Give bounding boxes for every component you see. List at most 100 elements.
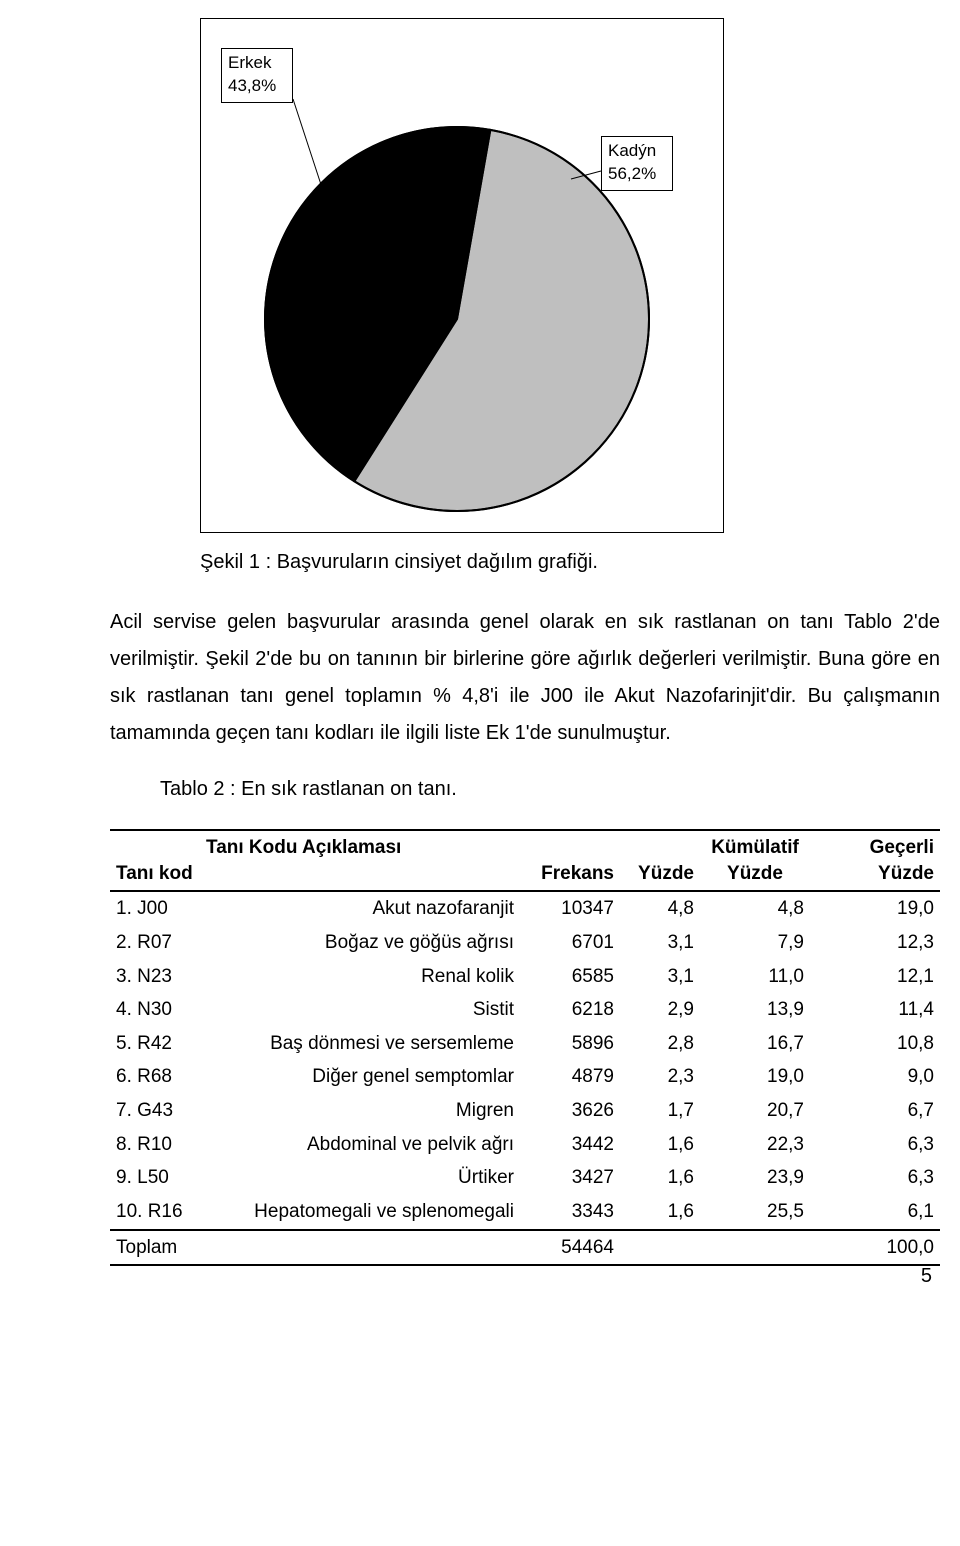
- cell-yuzde: 4,8: [620, 891, 700, 926]
- cell-frekans: 5896: [530, 1027, 620, 1061]
- th-kum-bottom: Yüzde: [706, 861, 804, 887]
- table-row: 5. R42Baş dönmesi ve sersemleme58962,816…: [110, 1027, 940, 1061]
- total-cell-desc: [200, 1230, 530, 1266]
- callout-kadyn-percent: 56,2%: [608, 164, 656, 183]
- cell-frekans: 4879: [530, 1060, 620, 1094]
- callout-erkek-label: Erkek: [228, 53, 271, 72]
- cell-kum: 11,0: [700, 960, 810, 994]
- cell-frekans: 3343: [530, 1195, 620, 1230]
- cell-desc: Akut nazofaranjit: [200, 891, 530, 926]
- cell-yuzde: 2,3: [620, 1060, 700, 1094]
- cell-gecerli: 6,7: [810, 1094, 940, 1128]
- table-row: 9. L50Ürtiker34271,623,96,3: [110, 1161, 940, 1195]
- total-cell-kum: [700, 1230, 810, 1266]
- th-yuzde-bottom: Yüzde: [638, 863, 694, 884]
- cell-code: 7. G43: [110, 1094, 200, 1128]
- leader-line-0: [293, 99, 328, 206]
- th-code: Tanı kod: [110, 830, 200, 891]
- cell-frekans: 6701: [530, 926, 620, 960]
- table-row: 4. N30Sistit62182,913,911,4: [110, 993, 940, 1027]
- cell-kum: 20,7: [700, 1094, 810, 1128]
- table-row: 6. R68Diğer genel semptomlar48792,319,09…: [110, 1060, 940, 1094]
- th-desc-top: Tanı Kodu Açıklaması: [206, 837, 401, 858]
- cell-yuzde: 2,8: [620, 1027, 700, 1061]
- cell-yuzde: 1,6: [620, 1161, 700, 1195]
- cell-gecerli: 9,0: [810, 1060, 940, 1094]
- th-desc: Tanı Kodu Açıklaması: [200, 830, 530, 891]
- cell-gecerli: 6,1: [810, 1195, 940, 1230]
- cell-desc: Ürtiker: [200, 1161, 530, 1195]
- cell-frekans: 3427: [530, 1161, 620, 1195]
- cell-yuzde: 2,9: [620, 993, 700, 1027]
- cell-kum: 23,9: [700, 1161, 810, 1195]
- cell-gecerli: 12,3: [810, 926, 940, 960]
- body-paragraph: Acil servise gelen başvurular arasında g…: [110, 604, 940, 752]
- cell-gecerli: 10,8: [810, 1027, 940, 1061]
- cell-kum: 25,5: [700, 1195, 810, 1230]
- total-cell-frekans: 54464: [530, 1230, 620, 1266]
- page-number: 5: [921, 1265, 932, 1288]
- th-yuzde: Yüzde: [620, 830, 700, 891]
- th-frekans: Frekans: [530, 830, 620, 891]
- page-root: Erkek 43,8% Kadýn 56,2% Şekil 1 : Başvur…: [0, 0, 960, 1296]
- cell-frekans: 10347: [530, 891, 620, 926]
- cell-desc: Boğaz ve göğüs ağrısı: [200, 926, 530, 960]
- cell-desc: Baş dönmesi ve sersemleme: [200, 1027, 530, 1061]
- cell-kum: 7,9: [700, 926, 810, 960]
- cell-gecerli: 11,4: [810, 993, 940, 1027]
- callout-kadyn: Kadýn 56,2%: [601, 136, 673, 191]
- cell-desc: Hepatomegali ve splenomegali: [200, 1195, 530, 1230]
- cell-desc: Sistit: [200, 993, 530, 1027]
- th-frekans-bottom: Frekans: [541, 863, 614, 884]
- table-title: Tablo 2 : En sık rastlanan on tanı.: [160, 778, 940, 801]
- cell-frekans: 3442: [530, 1128, 620, 1162]
- th-kum: Kümülatif Yüzde: [700, 830, 810, 891]
- table-header-row: Tanı kod Tanı Kodu Açıklaması Frekans Yü…: [110, 830, 940, 891]
- table-row: 1. J00Akut nazofaranjit103474,84,819,0: [110, 891, 940, 926]
- cell-code: 4. N30: [110, 993, 200, 1027]
- cell-kum: 16,7: [700, 1027, 810, 1061]
- cell-code: 9. L50: [110, 1161, 200, 1195]
- cell-yuzde: 1,7: [620, 1094, 700, 1128]
- cell-code: 8. R10: [110, 1128, 200, 1162]
- th-kum-top: Kümülatif: [706, 835, 804, 861]
- figure-caption: Şekil 1 : Başvuruların cinsiyet dağılım …: [200, 551, 940, 574]
- callout-erkek: Erkek 43,8%: [221, 48, 293, 103]
- pie-chart-frame: Erkek 43,8% Kadýn 56,2%: [200, 18, 724, 533]
- callout-kadyn-label: Kadýn: [608, 141, 656, 160]
- th-gecerli: Geçerli Yüzde: [810, 830, 940, 891]
- cell-kum: 19,0: [700, 1060, 810, 1094]
- cell-code: 3. N23: [110, 960, 200, 994]
- total-cell-code: Toplam: [110, 1230, 200, 1266]
- total-cell-gecerli: 100,0: [810, 1230, 940, 1266]
- total-cell-yuzde: [620, 1230, 700, 1266]
- cell-gecerli: 6,3: [810, 1128, 940, 1162]
- cell-frekans: 6218: [530, 993, 620, 1027]
- cell-code: 2. R07: [110, 926, 200, 960]
- cell-desc: Diğer genel semptomlar: [200, 1060, 530, 1094]
- table-row: 8. R10Abdominal ve pelvik ağrı34421,622,…: [110, 1128, 940, 1162]
- cell-yuzde: 1,6: [620, 1195, 700, 1230]
- cell-code: 6. R68: [110, 1060, 200, 1094]
- cell-kum: 22,3: [700, 1128, 810, 1162]
- callout-erkek-percent: 43,8%: [228, 76, 276, 95]
- table-row: 7. G43Migren36261,720,76,7: [110, 1094, 940, 1128]
- cell-gecerli: 6,3: [810, 1161, 940, 1195]
- cell-code: 5. R42: [110, 1027, 200, 1061]
- cell-frekans: 3626: [530, 1094, 620, 1128]
- cell-desc: Renal kolik: [200, 960, 530, 994]
- cell-desc: Migren: [200, 1094, 530, 1128]
- cell-gecerli: 19,0: [810, 891, 940, 926]
- cell-kum: 4,8: [700, 891, 810, 926]
- cell-yuzde: 3,1: [620, 960, 700, 994]
- table-row: 3. N23Renal kolik65853,111,012,1: [110, 960, 940, 994]
- cell-gecerli: 12,1: [810, 960, 940, 994]
- cell-desc: Abdominal ve pelvik ağrı: [200, 1128, 530, 1162]
- cell-code: 1. J00: [110, 891, 200, 926]
- cell-yuzde: 3,1: [620, 926, 700, 960]
- cell-yuzde: 1,6: [620, 1128, 700, 1162]
- data-table: Tanı kod Tanı Kodu Açıklaması Frekans Yü…: [110, 829, 940, 1266]
- cell-code: 10. R16: [110, 1195, 200, 1230]
- cell-kum: 13,9: [700, 993, 810, 1027]
- th-code-bottom: Tanı kod: [116, 863, 193, 884]
